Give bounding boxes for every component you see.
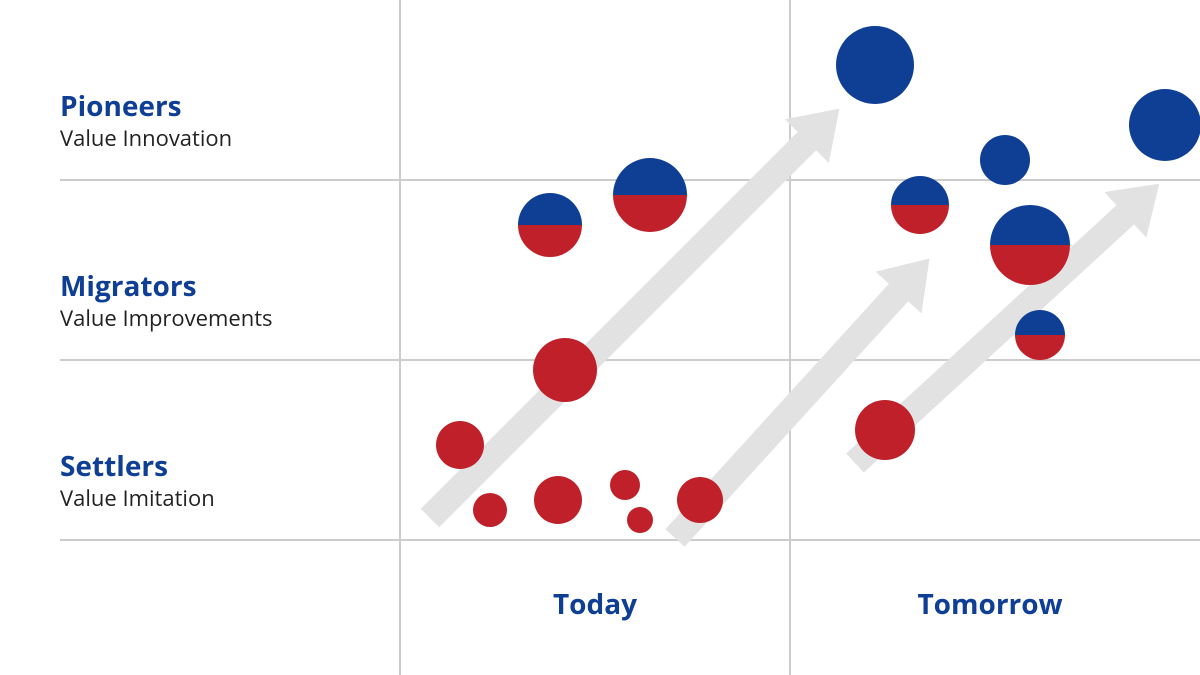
bubble-2 xyxy=(473,493,507,527)
bubble-8 xyxy=(518,193,582,257)
category-settlers-title: Settlers xyxy=(60,447,168,485)
bubble-1 xyxy=(436,421,484,469)
grid-vline-left xyxy=(399,0,401,675)
bubble-6 xyxy=(677,477,723,523)
bubble-3 xyxy=(534,476,582,524)
bubble-14 xyxy=(980,135,1030,185)
category-settlers-subtitle: Value Imitation xyxy=(60,483,215,513)
bubble-16 xyxy=(1129,89,1200,161)
grid-vline-mid xyxy=(789,0,791,675)
category-migrators-title: Migrators xyxy=(60,267,197,305)
pms-chart: Pioneers Value Innovation Migrators Valu… xyxy=(0,0,1200,675)
xaxis-label-today: Today xyxy=(475,585,715,623)
bubble-5 xyxy=(627,507,653,533)
xaxis-label-tomorrow: Tomorrow xyxy=(870,585,1110,623)
grid-hline-3 xyxy=(60,539,1200,541)
bubble-11 xyxy=(891,176,949,234)
category-pioneers-subtitle: Value Innovation xyxy=(60,123,232,153)
grid-hline-2 xyxy=(60,359,1200,361)
bubble-7 xyxy=(533,338,597,402)
bubble-12 xyxy=(990,205,1070,285)
bubble-9 xyxy=(613,158,687,232)
bubble-13 xyxy=(1015,310,1065,360)
category-pioneers-title: Pioneers xyxy=(60,87,182,125)
category-migrators-subtitle: Value Improvements xyxy=(60,303,273,333)
bubble-10 xyxy=(855,400,915,460)
bubble-4 xyxy=(610,470,640,500)
bubble-15 xyxy=(836,26,914,104)
